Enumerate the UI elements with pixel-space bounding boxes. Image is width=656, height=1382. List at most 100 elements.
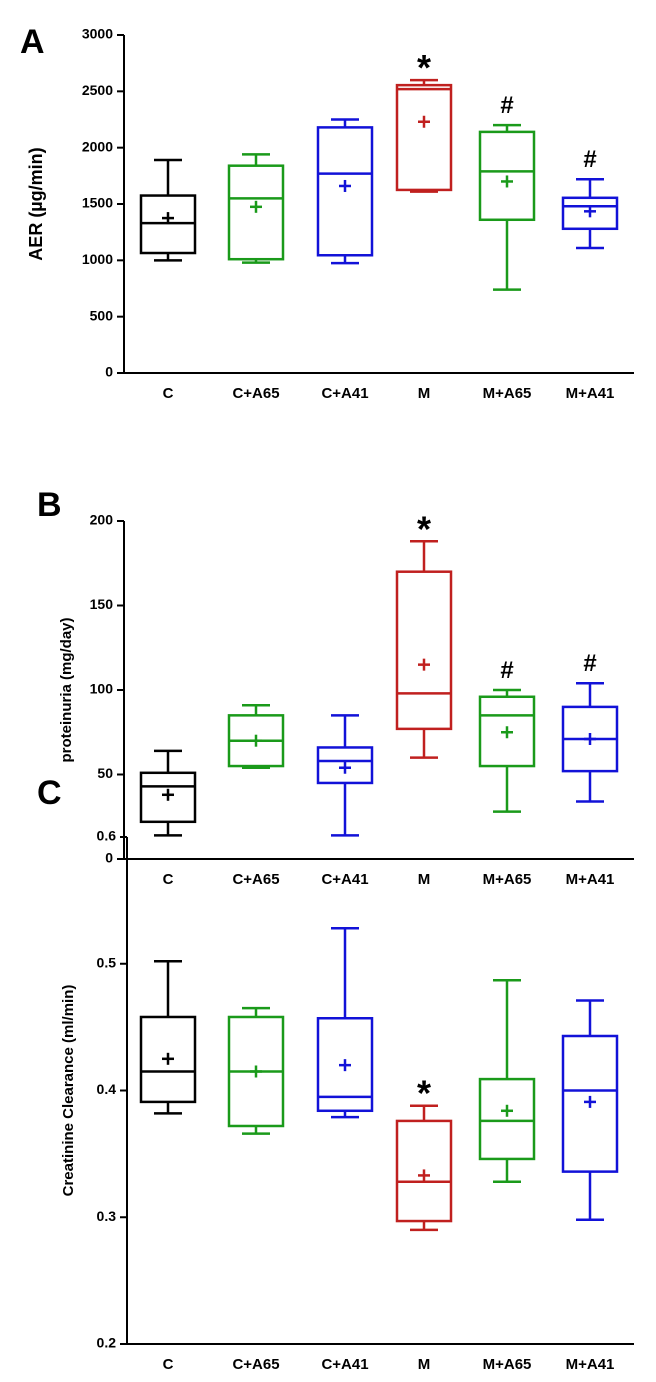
box-iqr: [316, 746, 374, 785]
y-axis-label: AER (µg/min): [26, 147, 46, 260]
box-iqr: [478, 695, 536, 768]
box-c-a65: [227, 1006, 285, 1135]
mean-marker: [339, 1059, 351, 1072]
box-iqr: [395, 1119, 453, 1223]
box-m-a65: [478, 978, 536, 1184]
mean-marker: [418, 658, 430, 671]
mean-marker: [339, 761, 351, 774]
x-tick-label: C+A65: [232, 871, 279, 888]
x-tick-label: M+A41: [566, 1356, 615, 1373]
y-tick-label: 0: [105, 850, 113, 866]
significance-hash: #: [583, 146, 596, 173]
y-tick-label: 200: [90, 512, 114, 528]
x-tick-label: C+A65: [232, 385, 279, 402]
x-tick-label: C: [163, 1356, 174, 1373]
box-c: [139, 959, 197, 1115]
mean-marker: [250, 200, 262, 213]
box-m-a41: [561, 999, 619, 1222]
panel-a: A 0 500 1000 1500 2000 2500 3000 AER (µg/min) C C+…: [20, 23, 634, 402]
significance-star: *: [417, 47, 431, 88]
box-iqr: [478, 130, 536, 222]
y-tick-label: 0.3: [97, 1208, 117, 1224]
box-m-a65: #: [478, 657, 536, 813]
x-tick-label: M: [418, 871, 431, 888]
box-iqr: [395, 83, 453, 192]
box-m: *: [395, 47, 453, 193]
x-tick-label: M: [418, 385, 431, 402]
y-tick-label: 2000: [82, 138, 113, 154]
mean-marker: [501, 175, 513, 188]
y-tick-label: 150: [90, 596, 114, 612]
box-iqr: [561, 1034, 619, 1173]
box-m: *: [395, 1073, 453, 1232]
mean-marker: [584, 733, 596, 746]
box-m-a41: #: [561, 650, 619, 803]
y-tick-label: 500: [90, 307, 114, 323]
x-tick-label: C: [163, 871, 174, 888]
y-axis-label: proteinuria (mg/day): [58, 617, 75, 762]
box-m-a65: #: [478, 92, 536, 291]
mean-marker: [501, 726, 513, 739]
y-tick-label: 0.2: [97, 1335, 117, 1351]
box-m: *: [395, 508, 453, 759]
mean-marker: [418, 1169, 430, 1182]
box-c-a41: [316, 118, 374, 265]
x-tick-label: M+A65: [483, 871, 532, 888]
x-tick-label: M+A65: [483, 385, 532, 402]
significance-star: *: [417, 508, 431, 549]
y-axis-label: Creatinine Clearance (ml/min): [60, 985, 77, 1197]
significance-star: *: [417, 1073, 431, 1114]
y-tick-label: 100: [90, 681, 114, 697]
panel-letter: A: [20, 23, 45, 61]
y-tick-label: 0.4: [97, 1081, 117, 1097]
box-c-a65: [227, 703, 285, 769]
mean-marker: [162, 212, 174, 225]
box-iqr: [139, 1015, 197, 1104]
mean-marker: [162, 788, 174, 801]
box-iqr: [561, 196, 619, 231]
y-tick-label: 0.6: [97, 828, 117, 844]
x-tick-label: M: [418, 1356, 431, 1373]
y-tick-label: 1000: [82, 251, 113, 267]
significance-hash: #: [583, 650, 596, 677]
mean-marker: [162, 1052, 174, 1065]
box-iqr: [478, 1077, 536, 1161]
box-c-a65: [227, 153, 285, 264]
box-iqr: [395, 570, 453, 731]
significance-hash: #: [500, 92, 513, 119]
box-iqr: [139, 771, 197, 824]
x-tick-label: M+A65: [483, 1356, 532, 1373]
x-tick-label: C+A65: [232, 1356, 279, 1373]
mean-marker: [250, 1065, 262, 1078]
mean-marker: [584, 1095, 596, 1108]
box-iqr: [316, 126, 374, 257]
y-tick-label: 0.5: [97, 954, 117, 970]
x-tick-label: M+A41: [566, 385, 615, 402]
x-tick-label: C+A41: [321, 385, 368, 402]
box-m-a41: #: [561, 146, 619, 250]
significance-hash: #: [500, 657, 513, 684]
y-tick-label: 0: [105, 364, 113, 380]
panel-c: C 0.2 0.3 0.4 0.5 0.6 Creatinine Clearance (ml…: [37, 774, 634, 1373]
y-tick-label: 3000: [82, 26, 113, 42]
box-c: [139, 749, 197, 837]
x-tick-label: C+A41: [321, 1356, 368, 1373]
y-tick-label: 1500: [82, 195, 113, 211]
x-tick-label: C: [163, 385, 174, 402]
mean-marker: [339, 179, 351, 192]
x-tick-label: M+A41: [566, 871, 615, 888]
box-iqr: [316, 1017, 374, 1113]
mean-marker: [584, 205, 596, 218]
y-tick-label: 50: [97, 765, 113, 781]
box-c-a41: [316, 714, 374, 837]
x-tick-label: C+A41: [321, 871, 368, 888]
box-c: [139, 158, 197, 262]
panel-b: B 0 50 100 150 200 proteinuria (mg/day) C C+A65 C…: [37, 486, 634, 888]
panel-letter: B: [37, 486, 62, 524]
mean-marker: [501, 1104, 513, 1117]
box-c-a41: [316, 927, 374, 1119]
box-iqr: [227, 164, 285, 261]
y-tick-label: 2500: [82, 82, 113, 98]
mean-marker: [250, 734, 262, 747]
